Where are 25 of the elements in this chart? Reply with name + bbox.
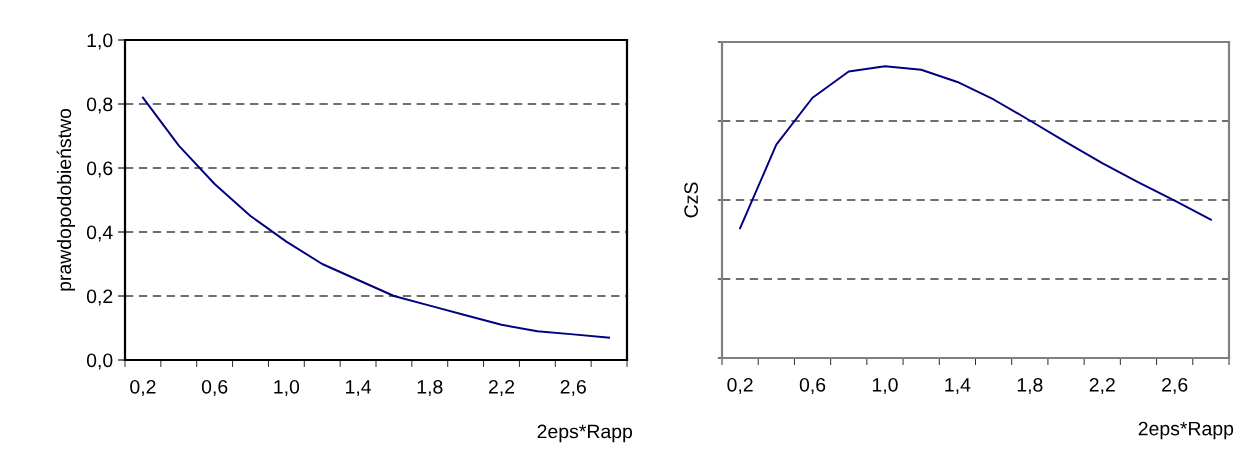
x-tick-label: 0,2	[727, 377, 753, 395]
y-tick-label: 0,0	[86, 353, 113, 370]
y-tick-label: 0,2	[86, 289, 113, 306]
x-tick-label: 2,2	[488, 379, 515, 397]
x-tick-label: 2,2	[1089, 377, 1115, 395]
x-tick-label: 1,0	[274, 379, 300, 397]
x-axis-title: 2eps*Rapp	[1138, 421, 1234, 440]
x-tick-label: 1,8	[417, 379, 443, 397]
x-tick-label: 0,6	[799, 377, 826, 395]
x-tick-label: 0,2	[130, 379, 156, 397]
x-tick-label: 0,6	[201, 379, 228, 397]
y-tick-label: 1,0	[87, 33, 113, 50]
line-series	[141, 96, 611, 339]
y-axis-title: prawdopodobieństwo	[56, 108, 76, 291]
x-tick-label: 2,6	[560, 379, 586, 397]
x-tick-label: 1,8	[1017, 377, 1043, 395]
y-tick-label: 0,4	[86, 225, 113, 242]
y-axis-title: CzS	[684, 182, 699, 218]
x-tick-label: 2,6	[1162, 377, 1188, 395]
y-tick-label: 0,8	[86, 97, 113, 114]
x-tick-label: 1,0	[872, 377, 898, 395]
y-tick-label: 0,6	[86, 161, 113, 178]
x-tick-label: 1,4	[346, 380, 372, 397]
x-tick-label: 1,4	[945, 378, 971, 395]
x-axis-title: 2eps*Rapp	[537, 424, 633, 443]
